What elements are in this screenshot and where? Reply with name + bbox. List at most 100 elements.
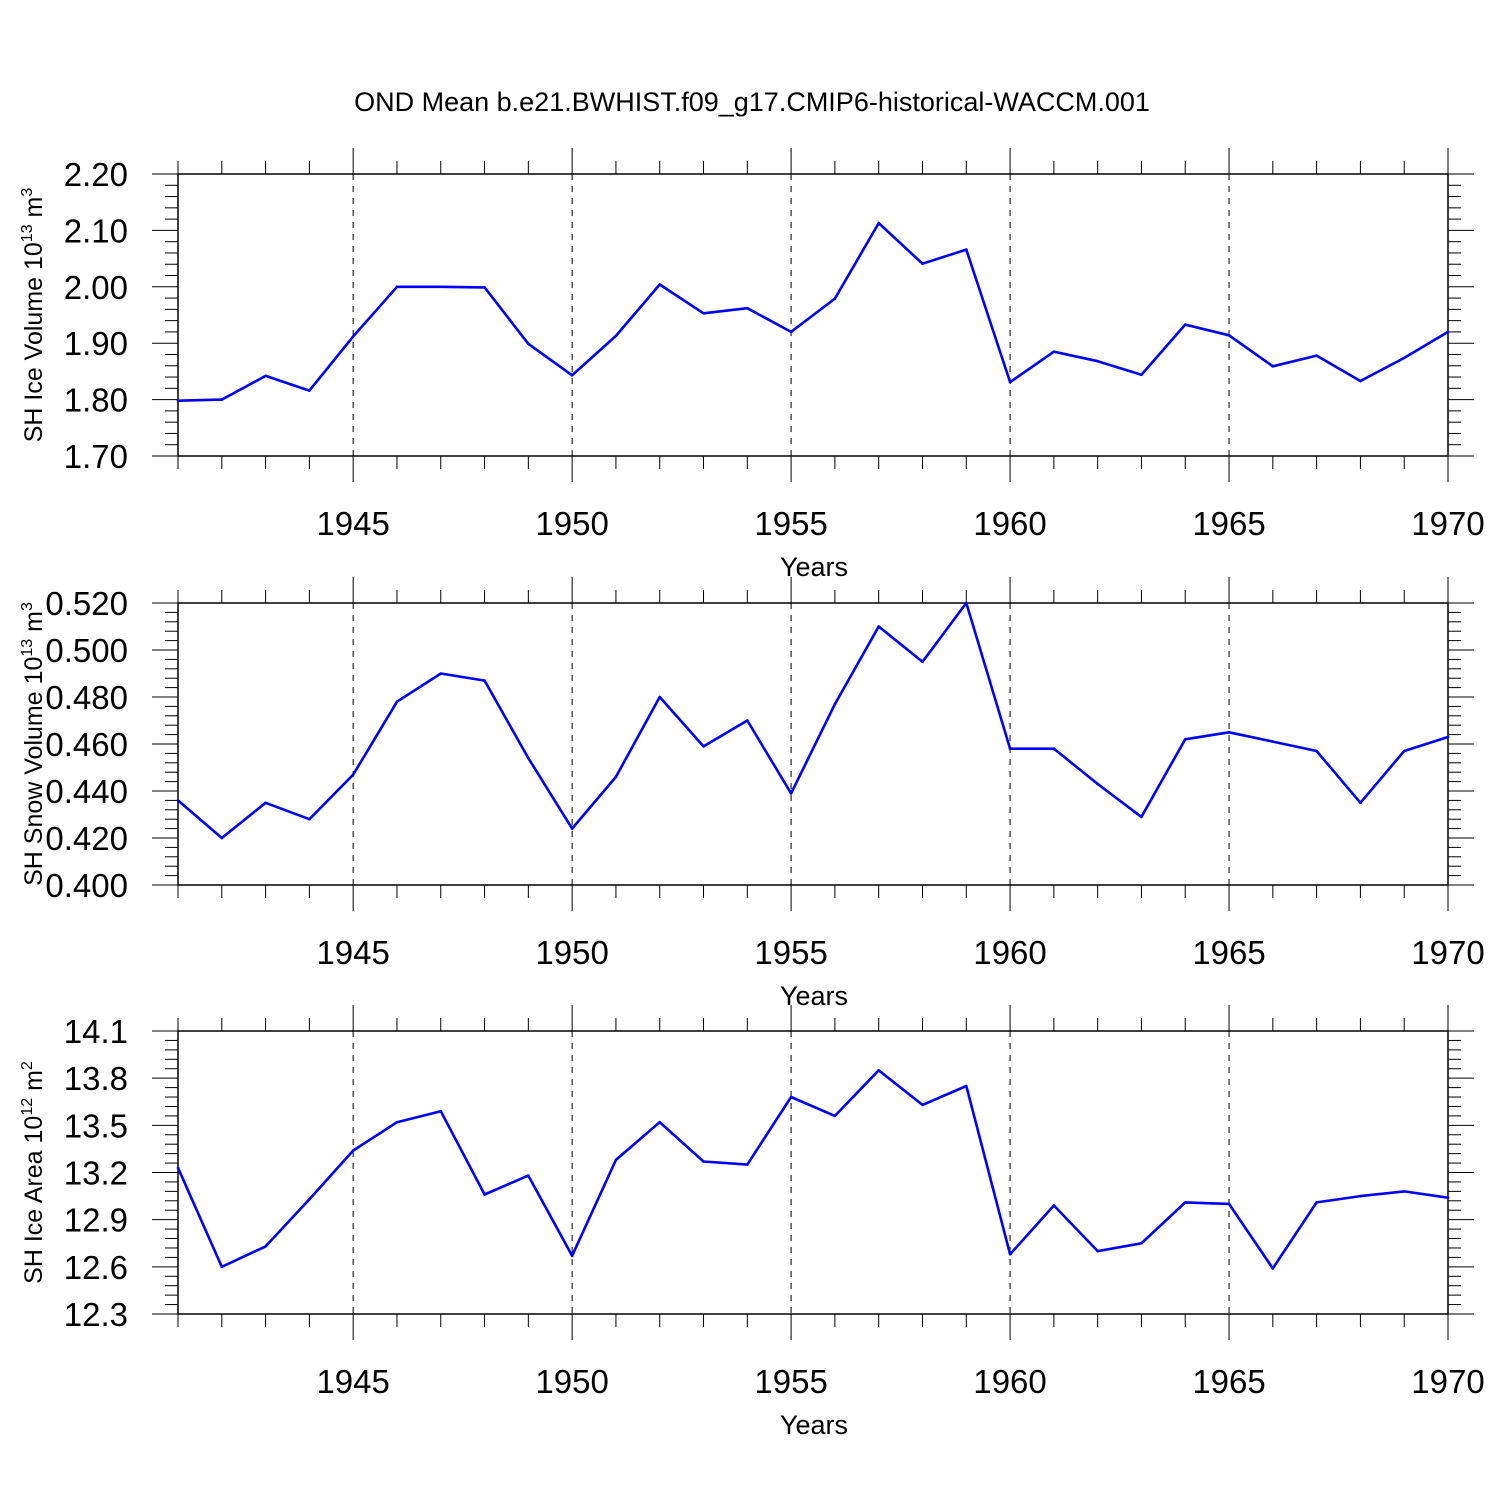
series-line — [177, 221, 1449, 402]
data-point — [1402, 749, 1406, 753]
data-point — [570, 1254, 574, 1258]
y-axis-label-unit-exponent: 3 — [19, 602, 36, 611]
data-point — [1140, 373, 1143, 377]
x-axis-label: Years — [780, 552, 848, 582]
chart-panel-2: 1945 1950 1955 1960 1965 1970 0.400 0.420 0.440 0… — [19, 577, 1485, 1011]
data-point — [1008, 380, 1012, 384]
y-axis-label-unit: m — [20, 611, 48, 639]
x-tick-label: 1950 — [535, 1363, 608, 1400]
data-point — [1402, 356, 1406, 360]
y-axis-label-unit: m — [20, 197, 48, 225]
x-tick-label: 1945 — [316, 934, 389, 971]
x-tick-label: 1960 — [973, 505, 1046, 542]
y-tick-label: 13.8 — [64, 1060, 128, 1097]
y-tick-label: 12.9 — [64, 1202, 128, 1239]
data-point — [1446, 735, 1450, 739]
y-tick-label: 2.10 — [64, 212, 128, 249]
data-point — [1183, 738, 1187, 741]
plot-frame — [177, 1030, 1449, 1315]
data-point — [483, 1193, 486, 1196]
data-point — [570, 374, 574, 377]
y-tick-label: 0.440 — [45, 773, 128, 810]
data-point — [1008, 747, 1012, 750]
data-point — [746, 1163, 749, 1166]
data-point — [833, 1114, 837, 1118]
data-point — [1446, 330, 1450, 334]
x-tick-label: 1955 — [754, 934, 827, 971]
y-tick-label: 0.400 — [45, 867, 128, 904]
y-tick-label: 0.460 — [45, 726, 128, 763]
y-tick-label: 13.5 — [64, 1107, 128, 1144]
data-point — [877, 625, 880, 628]
data-point — [964, 248, 968, 251]
data-point — [1359, 801, 1362, 805]
y-axis-label: SH Snow Volume 1013 m3 — [19, 602, 48, 886]
data-point — [614, 334, 618, 338]
y-tick-label: 12.3 — [64, 1296, 128, 1333]
data-point — [308, 817, 311, 821]
data-point — [1140, 1241, 1143, 1245]
y-tick-label: 2.20 — [64, 156, 128, 193]
data-point — [614, 1158, 618, 1162]
y-tick-label: 0.520 — [45, 585, 128, 622]
data-point — [614, 775, 618, 779]
y-axis-label-exponent: 13 — [19, 224, 36, 242]
data-point — [1227, 1202, 1231, 1206]
data-point — [220, 398, 224, 401]
y-tick-label: 1.90 — [64, 325, 128, 362]
plot-frame — [177, 173, 1449, 457]
x-tick-label: 1965 — [1192, 1363, 1265, 1400]
x-tick-label: 1965 — [1192, 934, 1265, 971]
data-point — [264, 801, 267, 805]
data-point — [395, 1120, 399, 1124]
x-tick-label: 1950 — [535, 505, 608, 542]
data-point — [1359, 379, 1362, 383]
data-point — [746, 306, 749, 310]
data-point — [570, 827, 574, 830]
data-point — [1052, 350, 1056, 353]
data-point — [351, 773, 355, 776]
data-point — [527, 342, 530, 346]
data-point — [483, 679, 486, 682]
y-tick-label: 13.2 — [64, 1155, 128, 1192]
data-point — [1271, 740, 1275, 743]
y-tick-label: 0.420 — [45, 820, 128, 857]
plot-frame — [177, 602, 1449, 886]
data-point — [1227, 334, 1231, 337]
y-axis-label-text: SH Snow Volume 10 — [20, 657, 48, 886]
data-point — [1096, 782, 1099, 786]
data-point — [658, 1120, 662, 1124]
data-point — [1315, 1201, 1318, 1204]
data-point — [351, 1149, 355, 1152]
data-point — [220, 836, 224, 840]
data-point — [439, 672, 443, 675]
y-tick-label: 2.00 — [64, 269, 128, 306]
data-point — [658, 695, 662, 699]
data-point — [1096, 359, 1099, 363]
series-line — [176, 1069, 1449, 1270]
x-axis-label: Years — [780, 1410, 848, 1440]
data-point — [833, 702, 837, 706]
data-point — [1315, 354, 1318, 357]
figure-title: OND Mean b.e21.BWHIST.f09_g17.CMIP6-hist… — [354, 87, 1150, 117]
data-point — [1008, 1252, 1012, 1256]
data-point — [527, 1174, 530, 1177]
data-point — [921, 262, 924, 265]
data-point — [789, 792, 793, 795]
data-point — [483, 286, 486, 289]
data-point — [1183, 323, 1187, 326]
data-point — [1052, 747, 1056, 750]
data-point — [439, 1109, 443, 1113]
data-point — [789, 1095, 793, 1099]
series-line — [177, 601, 1449, 840]
data-point — [176, 399, 180, 403]
data-point — [877, 1069, 880, 1072]
chart-panel-3: 1945 1950 1955 1960 1965 1970 12.3 12.6 12.9 13.2… — [19, 1005, 1485, 1440]
data-point — [877, 221, 880, 225]
y-axis-label-unit: m — [20, 1070, 48, 1098]
x-tick-label: 1945 — [316, 1363, 389, 1400]
y-axis-label-unit-exponent: 3 — [19, 188, 36, 197]
x-tick-label: 1955 — [754, 1363, 827, 1400]
x-tick-label: 1960 — [973, 1363, 1046, 1400]
data-point — [921, 1103, 924, 1107]
